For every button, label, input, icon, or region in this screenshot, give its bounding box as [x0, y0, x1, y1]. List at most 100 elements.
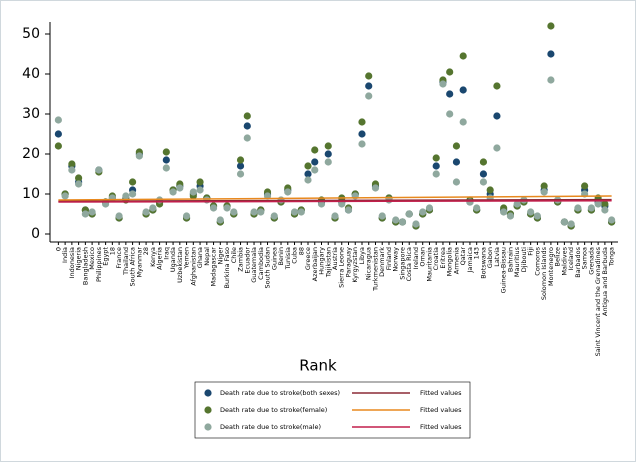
x-tick-label: Maldives [560, 246, 568, 275]
point [506, 212, 515, 220]
point [405, 210, 413, 218]
point [560, 218, 568, 226]
point [243, 134, 251, 142]
x-tick-label: Qatar [459, 247, 467, 266]
point [209, 204, 218, 212]
legend-label: Death rate due to stroke(female) [220, 406, 327, 414]
point [230, 208, 238, 216]
y-tick-label: 30 [22, 106, 40, 122]
x-tick-label: Libya [358, 247, 366, 264]
point [479, 170, 488, 178]
point [331, 212, 339, 220]
x-tick-label: 88 [297, 247, 305, 255]
point [365, 72, 373, 80]
x-tick-label: Algeria [156, 247, 164, 270]
x-tick-label: Croatia [432, 247, 440, 270]
point [540, 188, 548, 196]
x-tick-label: Ireland [412, 247, 420, 269]
x-tick-label: Nicaragua [365, 247, 373, 280]
x-tick-label: Sierra Leone [338, 247, 346, 288]
point [587, 204, 595, 212]
x-tick-label: South Sudan [264, 247, 272, 288]
x-tick-label: Turkmenistan [371, 247, 379, 292]
point [446, 90, 454, 98]
x-tick-label: Jamaica [466, 247, 474, 274]
x-tick-label: Egypt [102, 247, 110, 266]
x-tick-label: Greece [304, 247, 312, 270]
point [162, 164, 170, 172]
x-tick-label: Eritrea [439, 247, 447, 269]
point [452, 142, 461, 150]
legend-label: Fitted values [420, 423, 462, 431]
point [432, 154, 440, 162]
point [182, 212, 191, 220]
point [358, 140, 366, 148]
point [216, 216, 224, 224]
x-tick-label: 18 [108, 247, 116, 255]
point [473, 204, 481, 212]
point [365, 92, 373, 100]
point [128, 190, 137, 198]
x-tick-label: Ecuador [243, 247, 251, 274]
point [398, 218, 407, 226]
point [290, 208, 299, 216]
point [452, 158, 461, 166]
legend-label: Death rate due to stroke(both sexes) [220, 389, 340, 397]
point [567, 220, 575, 228]
x-tick-label: France [115, 247, 123, 269]
point [311, 166, 319, 174]
point [270, 212, 278, 220]
x-tick-label: Cuba [291, 247, 299, 264]
point [513, 200, 521, 208]
x-tick-label: Gabon [486, 247, 494, 268]
x-tick-label: Kenya [149, 247, 157, 267]
point [88, 208, 96, 216]
x-tick-label: Denmark [378, 247, 386, 277]
point [540, 182, 548, 190]
point [365, 82, 373, 90]
point [297, 208, 305, 216]
x-tick-label: Solomon Islands [540, 246, 548, 300]
x-axis-title: Rank [299, 357, 337, 375]
point [54, 142, 62, 150]
point [95, 166, 103, 174]
point [425, 204, 434, 212]
point [527, 208, 535, 216]
point [419, 208, 427, 216]
point [243, 112, 251, 120]
point [304, 176, 312, 184]
fitted-line [58, 195, 612, 201]
x-tick-label: Fiji [527, 247, 535, 256]
x-tick-label: Paraguay [344, 247, 352, 277]
x-tick-label: Tajikistan [324, 247, 332, 278]
point [169, 188, 177, 196]
x-tick-label: Comoros [533, 246, 541, 275]
x-tick-label: Tonga [608, 247, 616, 267]
x-tick-label: Niger [216, 247, 224, 265]
point [324, 158, 332, 166]
legend-label: Fitted values [420, 389, 462, 397]
point [317, 200, 326, 208]
x-tick-label: Guinea [270, 247, 278, 270]
x-tick-label: Djibouti [520, 247, 528, 272]
point [547, 76, 555, 84]
x-tick-label: Armenia [452, 247, 460, 274]
point [142, 208, 150, 216]
point [149, 204, 157, 212]
point [358, 118, 366, 126]
x-tick-label: 28 [142, 247, 150, 255]
point [371, 184, 380, 192]
x-tick-label: Saint Vincent and the Grenadines [594, 246, 602, 356]
x-tick-label: Montenegro [547, 247, 555, 286]
x-tick-label: Azerbaijan [311, 247, 319, 281]
x-tick-label: Belize [554, 247, 562, 266]
point [115, 212, 123, 220]
point [75, 180, 83, 188]
legend-label: Death rate due to stroke(male) [220, 423, 321, 431]
point [324, 142, 332, 150]
x-tick-label: Thailand [122, 247, 130, 276]
point [479, 158, 488, 166]
x-tick-label: Ghana [196, 247, 204, 268]
point [446, 110, 454, 118]
